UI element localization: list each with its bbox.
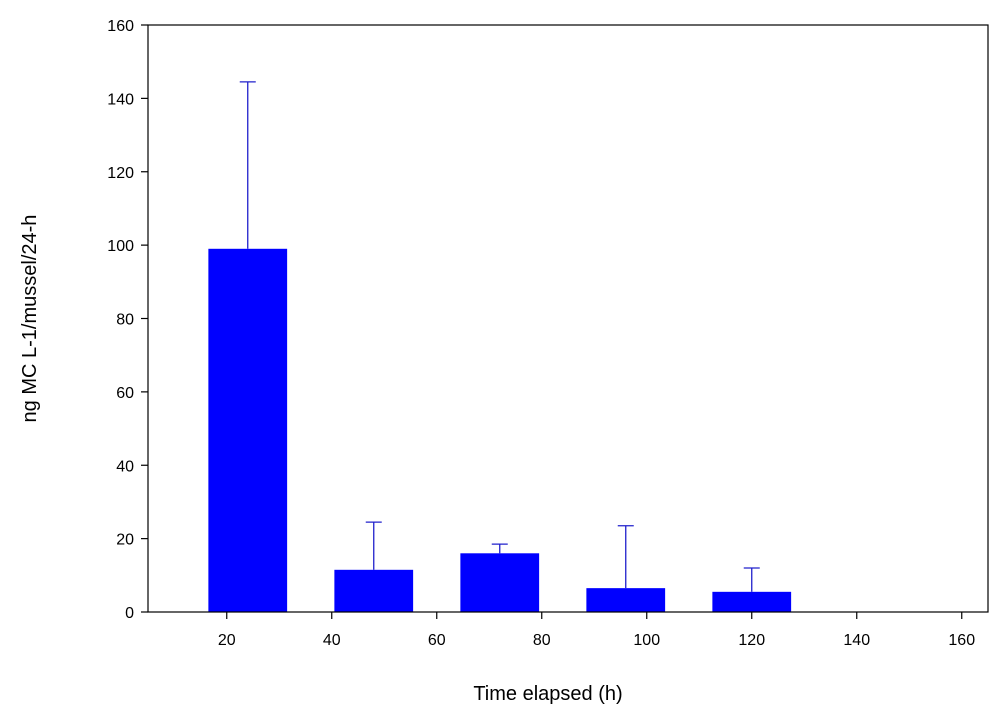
y-tick-label: 140 <box>107 91 134 108</box>
x-tick-label: 80 <box>533 632 551 649</box>
x-tick-label: 20 <box>218 632 236 649</box>
y-tick-label: 0 <box>125 605 134 622</box>
x-tick-label: 140 <box>843 632 870 649</box>
x-tick-label: 60 <box>428 632 446 649</box>
bar-1 <box>334 569 414 612</box>
x-tick-label: 160 <box>948 632 975 649</box>
bar-2 <box>460 553 540 612</box>
y-tick-label: 160 <box>107 18 134 35</box>
bar-0 <box>208 248 288 612</box>
x-tick-label: 100 <box>633 632 660 649</box>
y-tick-label: 20 <box>116 532 134 549</box>
y-tick-label: 40 <box>116 458 134 475</box>
bar-4 <box>712 591 792 612</box>
y-tick-label: 120 <box>107 165 134 182</box>
bar-3 <box>586 588 666 612</box>
bars-layer <box>208 248 792 612</box>
x-tick-label: 40 <box>323 632 341 649</box>
errorbars-layer <box>239 81 760 592</box>
y-tick-label: 100 <box>107 238 134 255</box>
y-tick-label: 80 <box>116 312 134 329</box>
x-axis-title: Time elapsed (h) <box>473 683 622 705</box>
y-axis: 0 20 40 60 80 100 120 140 160 <box>107 18 148 622</box>
x-axis: 20 40 60 80 100 120 140 160 <box>218 612 975 649</box>
y-axis-title: ng MC L-1/mussel/24-h <box>19 215 41 423</box>
x-tick-label: 120 <box>738 632 765 649</box>
y-tick-label: 60 <box>116 385 134 402</box>
